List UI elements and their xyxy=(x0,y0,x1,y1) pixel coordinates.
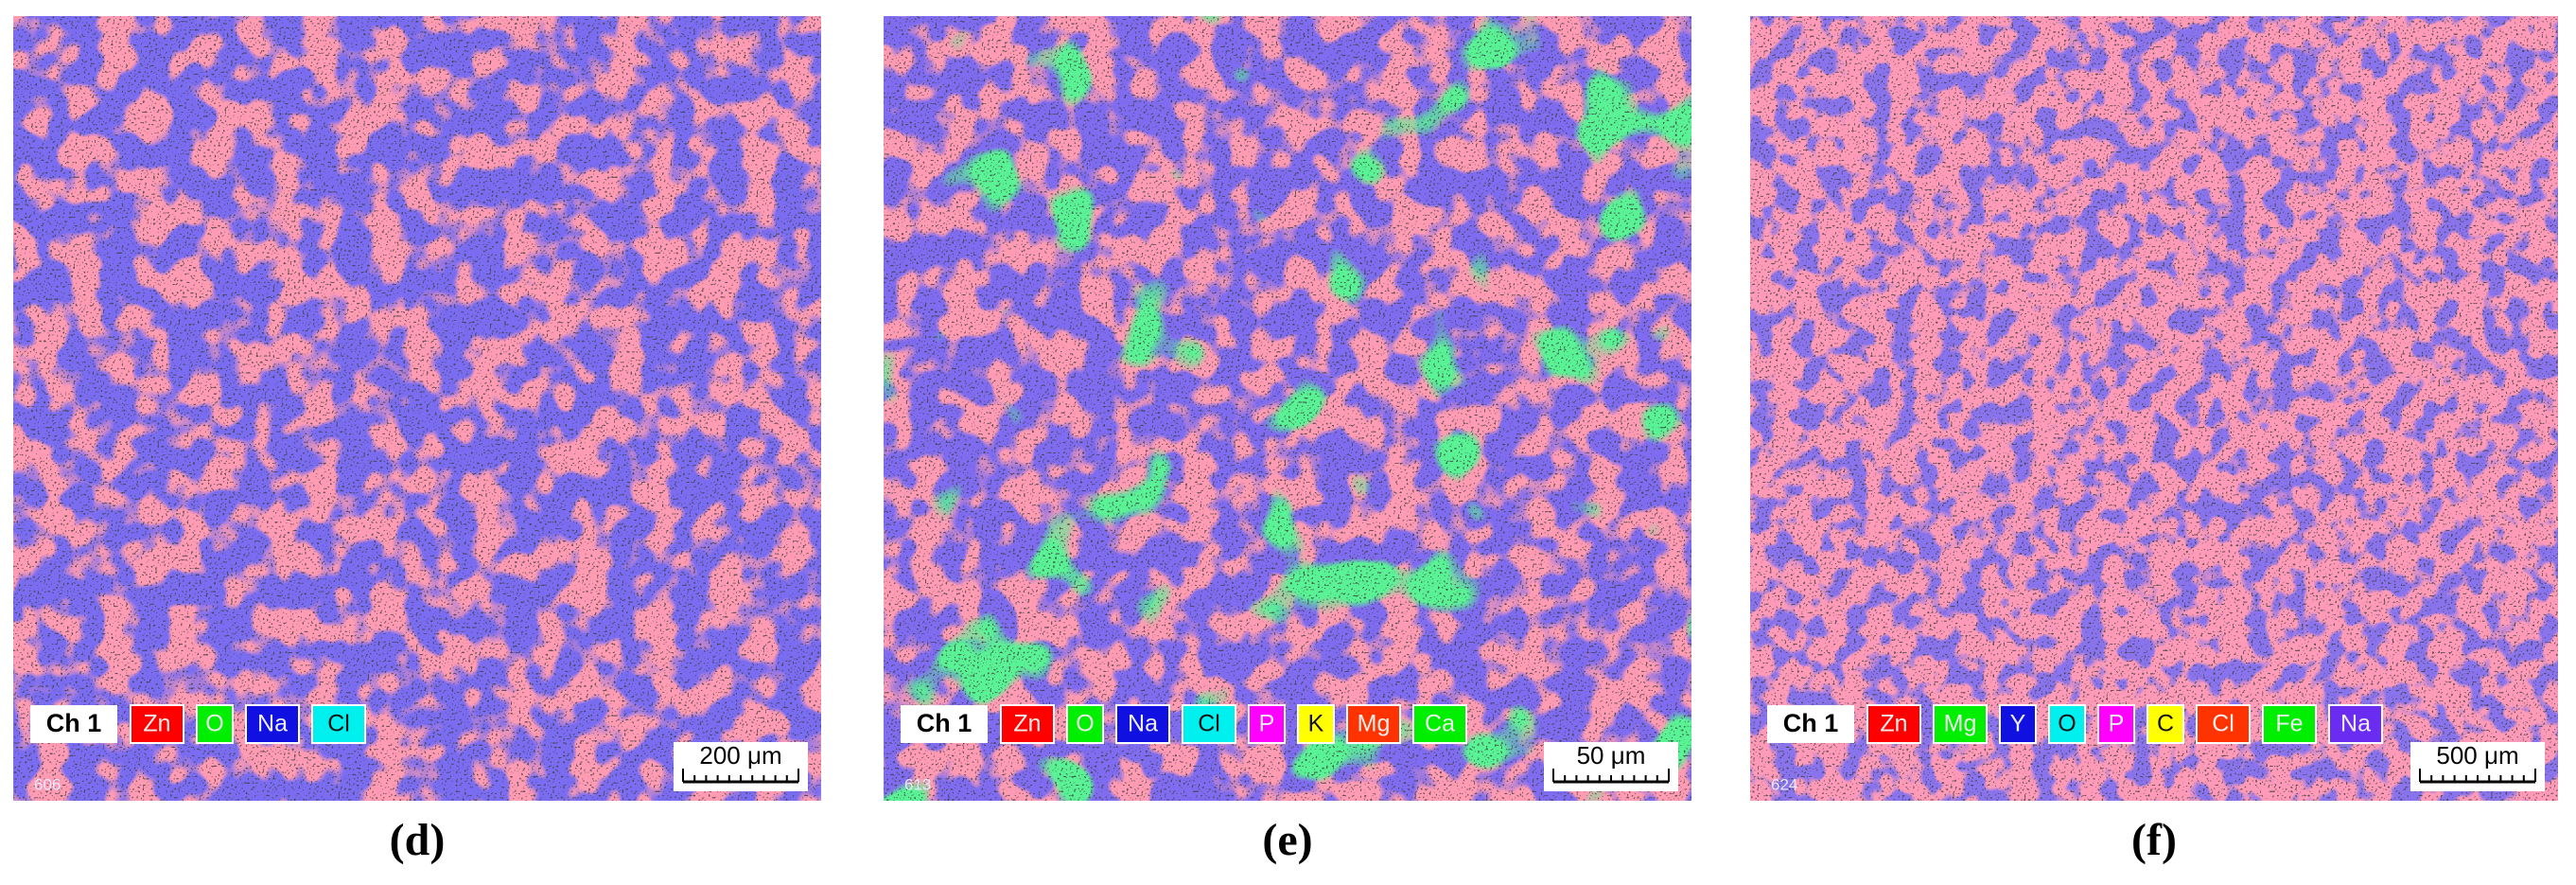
eds-map: 613 xyxy=(884,16,1691,801)
map-dots xyxy=(13,16,821,801)
eds-map: 606 xyxy=(13,16,821,801)
legend-label: P xyxy=(2109,711,2125,737)
panel-caption: (d) xyxy=(390,815,446,865)
image-id: 606 xyxy=(34,775,61,793)
panel-caption: (f) xyxy=(2131,815,2177,865)
legend-label: P xyxy=(1259,711,1275,737)
legend-label: Zn xyxy=(1013,711,1041,737)
image-id: 613 xyxy=(904,775,931,793)
legend-swatch xyxy=(1412,704,1467,744)
panel-caption: (e) xyxy=(1262,815,1312,865)
legend-swatch xyxy=(1182,704,1236,744)
legend-label: Ca xyxy=(1425,711,1455,737)
channel-box xyxy=(1767,705,1854,743)
legend-label: O xyxy=(205,711,223,737)
scale-label: 500 μm xyxy=(2436,741,2518,770)
legend-swatch xyxy=(1866,704,1921,744)
legend-label: Zn xyxy=(143,711,170,737)
legend-label: K xyxy=(1308,711,1324,737)
legend-label: Y xyxy=(2010,711,2026,737)
legend-label: Na xyxy=(2340,711,2371,737)
legend-swatch xyxy=(1000,704,1055,744)
channel-box xyxy=(901,705,988,743)
legend-swatch xyxy=(196,704,234,744)
legend-swatch xyxy=(311,704,366,744)
legend-label: Mg xyxy=(1944,711,1977,737)
map-dots xyxy=(1750,16,2558,801)
legend-swatch xyxy=(2196,704,2251,744)
channel-label: Ch 1 xyxy=(917,709,973,737)
legend-label: Zn xyxy=(1880,711,1907,737)
legend-swatch xyxy=(1999,704,2037,744)
legend-swatch xyxy=(2328,704,2383,744)
legend-label: Mg xyxy=(1358,711,1391,737)
map-panel: 613 Ch 1 Zn O Na Cl P K Mg Ca 50 μm xyxy=(884,16,1691,801)
legend-label: C xyxy=(2157,711,2174,737)
legend-swatch xyxy=(2097,704,2135,744)
legend-label: Cl xyxy=(2212,711,2234,737)
map-panel: 624 Ch 1 Zn Mg Y O P C Cl Fe Na 500 μm xyxy=(1750,16,2558,801)
eds-map: 624 xyxy=(1750,16,2558,801)
legend-swatch xyxy=(2147,704,2184,744)
legend-swatch xyxy=(1115,704,1170,744)
channel-box xyxy=(30,705,117,743)
channel-label: Ch 1 xyxy=(1783,709,1839,737)
legend-swatch xyxy=(1933,704,1988,744)
legend-swatch xyxy=(2262,704,2317,744)
map-panel: 606 Ch 1 Zn O Na Cl 200 μm xyxy=(13,16,821,801)
legend-label: Fe xyxy=(2275,711,2303,737)
legend-label: Cl xyxy=(327,711,350,737)
legend-swatch xyxy=(1346,704,1401,744)
legend-swatch xyxy=(1066,704,1104,744)
legend-label: Na xyxy=(257,711,288,737)
map-dots xyxy=(884,16,1691,801)
legend-label: O xyxy=(2058,711,2076,737)
legend-swatch xyxy=(2048,704,2086,744)
channel-label: Ch 1 xyxy=(46,709,102,737)
legend-swatch xyxy=(1297,704,1335,744)
legend-label: Na xyxy=(1128,711,1158,737)
scale-label: 200 μm xyxy=(699,741,781,770)
legend-swatch xyxy=(1248,704,1286,744)
image-id: 624 xyxy=(1771,775,1797,793)
legend-swatch xyxy=(130,704,184,744)
legend-label: O xyxy=(1076,711,1094,737)
legend-swatch xyxy=(245,704,300,744)
scale-label: 50 μm xyxy=(1577,741,1646,770)
legend-label: Cl xyxy=(1198,711,1220,737)
